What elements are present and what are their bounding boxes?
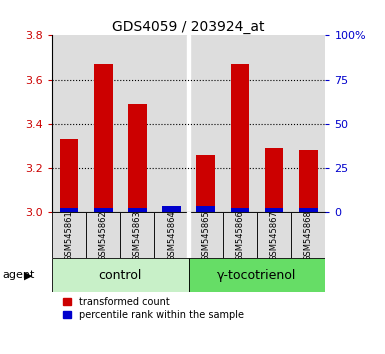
Bar [264, 148, 283, 212]
Bar [231, 207, 249, 212]
Bar [196, 206, 215, 212]
Bar [189, 258, 325, 292]
Text: GSM545868: GSM545868 [304, 210, 313, 261]
Bar [189, 35, 223, 212]
Bar [60, 139, 79, 212]
Text: GSM545861: GSM545861 [65, 210, 74, 261]
Text: γ-tocotrienol: γ-tocotrienol [217, 269, 297, 282]
Bar [120, 212, 154, 258]
Bar [187, 35, 190, 212]
Bar [291, 212, 325, 258]
Bar [299, 150, 318, 212]
Legend: transformed count, percentile rank within the sample: transformed count, percentile rank withi… [63, 297, 244, 320]
Text: control: control [99, 269, 142, 282]
Bar [231, 64, 249, 212]
Bar [52, 212, 86, 258]
Text: ▶: ▶ [24, 270, 33, 280]
Bar [257, 35, 291, 212]
Text: GSM545866: GSM545866 [235, 210, 244, 261]
Text: GSM545863: GSM545863 [133, 210, 142, 261]
Bar [94, 64, 113, 212]
Bar [52, 258, 189, 292]
Bar [291, 35, 325, 212]
Bar [189, 212, 223, 258]
Bar [154, 212, 189, 258]
Bar [86, 212, 120, 258]
Bar [223, 212, 257, 258]
Bar [52, 35, 86, 212]
Bar [223, 35, 257, 212]
Bar [196, 155, 215, 212]
Text: GSM545864: GSM545864 [167, 210, 176, 261]
Text: GSM545862: GSM545862 [99, 210, 108, 261]
Text: agent: agent [2, 270, 34, 280]
Title: GDS4059 / 203924_at: GDS4059 / 203924_at [112, 21, 265, 34]
Bar [86, 35, 120, 212]
Bar [299, 207, 318, 212]
Bar [60, 207, 79, 212]
Bar [94, 207, 113, 212]
Bar [128, 104, 147, 212]
Bar [154, 35, 189, 212]
Bar [162, 206, 181, 212]
Bar [120, 35, 154, 212]
Text: GSM545867: GSM545867 [270, 210, 279, 261]
Bar [264, 207, 283, 212]
Bar [187, 212, 190, 258]
Bar [257, 212, 291, 258]
Bar [128, 207, 147, 212]
Text: GSM545865: GSM545865 [201, 210, 210, 261]
